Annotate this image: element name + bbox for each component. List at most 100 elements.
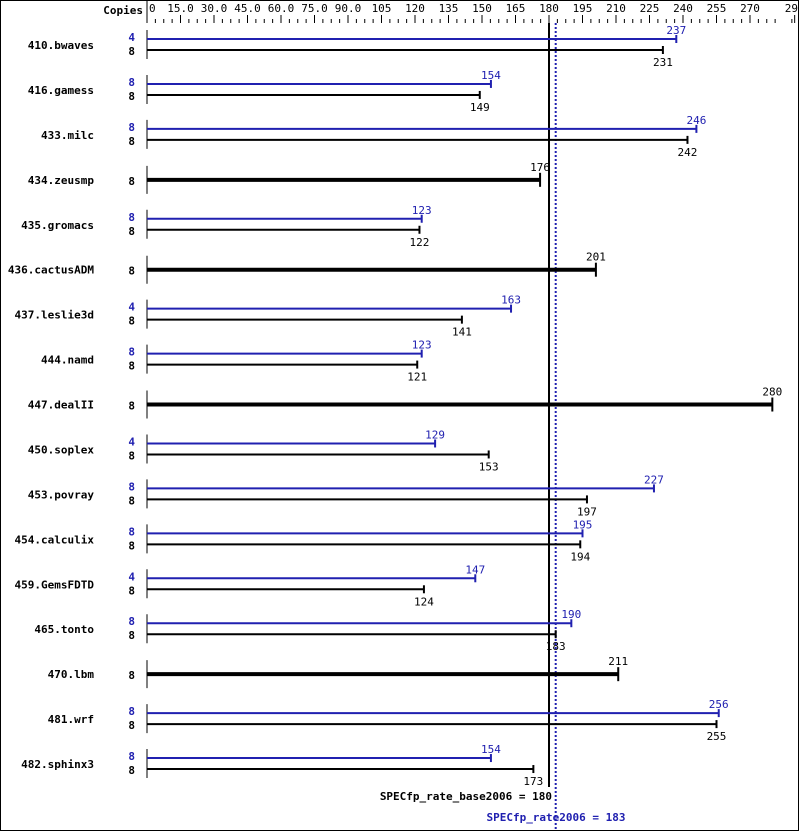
base-value-label: 124: [414, 595, 434, 608]
benchmark-label: 433.milc: [41, 129, 94, 142]
tick-label: 240: [673, 2, 693, 15]
base-copies: 8: [128, 225, 135, 238]
base-value-label: 176: [530, 161, 550, 174]
benchmark-label: 435.gromacs: [21, 219, 94, 232]
tick-label: 255: [707, 2, 727, 15]
base-value-label: 197: [577, 505, 597, 518]
base-copies: 8: [128, 175, 135, 188]
peak-copies: 8: [128, 525, 135, 538]
benchmark-label: 465.tonto: [34, 623, 94, 636]
benchmark-label: 434.zeusmp: [28, 174, 95, 187]
base-copies: 8: [128, 360, 135, 373]
tick-label: 135: [439, 2, 459, 15]
tick-label: 195: [573, 2, 593, 15]
base-value-label: 149: [470, 101, 490, 114]
tick-label: 210: [606, 2, 626, 15]
base-value-label: 194: [570, 550, 590, 563]
base-value-label: 231: [653, 56, 673, 69]
base-value-label: 280: [762, 386, 782, 399]
base-copies: 8: [128, 764, 135, 777]
base-copies: 8: [128, 539, 135, 552]
benchmark-label: 436.cactusADM: [8, 264, 94, 277]
peak-copies: 4: [128, 301, 135, 314]
copies-header: Copies: [103, 4, 143, 17]
base-copies: 8: [128, 719, 135, 732]
base-copies: 8: [128, 449, 135, 462]
base-copies: 8: [128, 669, 135, 682]
base-reference-label: SPECfp_rate_base2006 = 180: [380, 790, 552, 803]
tick-label: 150: [472, 2, 492, 15]
benchmark-label: 453.povray: [28, 488, 95, 501]
benchmark-label: 437.leslie3d: [15, 309, 94, 322]
peak-copies: 4: [128, 570, 135, 583]
base-value-label: 201: [586, 251, 606, 264]
peak-copies: 8: [128, 615, 135, 628]
peak-value-label: 129: [425, 428, 445, 441]
peak-copies: 8: [128, 480, 135, 493]
peak-copies: 8: [128, 121, 135, 134]
benchmark-label: 482.sphinx3: [21, 758, 94, 771]
tick-label: 90.0: [335, 2, 362, 15]
base-copies: 8: [128, 265, 135, 278]
base-copies: 8: [128, 494, 135, 507]
benchmark-label: 454.calculix: [15, 533, 95, 546]
peak-copies: 8: [128, 76, 135, 89]
tick-label: 45.0: [234, 2, 261, 15]
base-value-label: 242: [678, 146, 698, 159]
tick-label: 60.0: [268, 2, 295, 15]
tick-label: 105: [372, 2, 392, 15]
base-copies: 8: [128, 400, 135, 413]
peak-copies: 4: [128, 31, 135, 44]
peak-value-label: 154: [481, 743, 501, 756]
peak-copies: 8: [128, 346, 135, 359]
base-value-label: 121: [407, 371, 427, 384]
peak-copies: 8: [128, 750, 135, 763]
benchmark-label: 459.GemsFDTD: [15, 578, 95, 591]
base-copies: 8: [128, 584, 135, 597]
base-copies: 8: [128, 315, 135, 328]
peak-copies: 4: [128, 435, 135, 448]
peak-reference-label: SPECfp_rate2006 = 183: [486, 811, 625, 824]
benchmark-label: 444.namd: [41, 354, 94, 367]
peak-copies: 8: [128, 211, 135, 224]
peak-value-label: 227: [644, 473, 664, 486]
tick-label: 30.0: [201, 2, 228, 15]
tick-label: 165: [506, 2, 526, 15]
base-value-label: 211: [608, 655, 628, 668]
tick-label: 180: [539, 2, 559, 15]
peak-value-label: 190: [561, 608, 581, 621]
benchmark-label: 410.bwaves: [28, 39, 94, 52]
base-copies: 8: [128, 135, 135, 148]
base-value-label: 173: [523, 775, 543, 788]
peak-value-label: 163: [501, 294, 521, 307]
tick-label: 270: [740, 2, 760, 15]
peak-value-label: 147: [465, 563, 485, 576]
base-copies: 8: [128, 45, 135, 58]
peak-value-label: 237: [666, 24, 686, 37]
tick-label: 225: [640, 2, 660, 15]
base-value-label: 153: [479, 460, 499, 473]
tick-label: 290: [785, 2, 798, 15]
benchmark-label: 447.dealII: [28, 399, 94, 412]
base-value-label: 141: [452, 326, 472, 339]
peak-value-label: 123: [412, 339, 432, 352]
benchmark-label: 481.wrf: [48, 713, 94, 726]
base-value-label: 122: [410, 236, 430, 249]
peak-value-label: 246: [686, 114, 706, 127]
peak-value-label: 256: [709, 698, 729, 711]
base-value-label: 255: [707, 730, 727, 743]
benchmark-label: 450.soplex: [28, 443, 95, 456]
base-value-label: 183: [546, 640, 566, 653]
peak-copies: 8: [128, 705, 135, 718]
base-copies: 8: [128, 629, 135, 642]
tick-label: 0: [149, 2, 156, 15]
peak-value-label: 195: [573, 518, 593, 531]
tick-label: 75.0: [301, 2, 328, 15]
peak-value-label: 123: [412, 204, 432, 217]
tick-label: 120: [405, 2, 425, 15]
tick-label: 15.0: [167, 2, 194, 15]
base-copies: 8: [128, 90, 135, 103]
benchmark-label: 416.gamess: [28, 84, 94, 97]
